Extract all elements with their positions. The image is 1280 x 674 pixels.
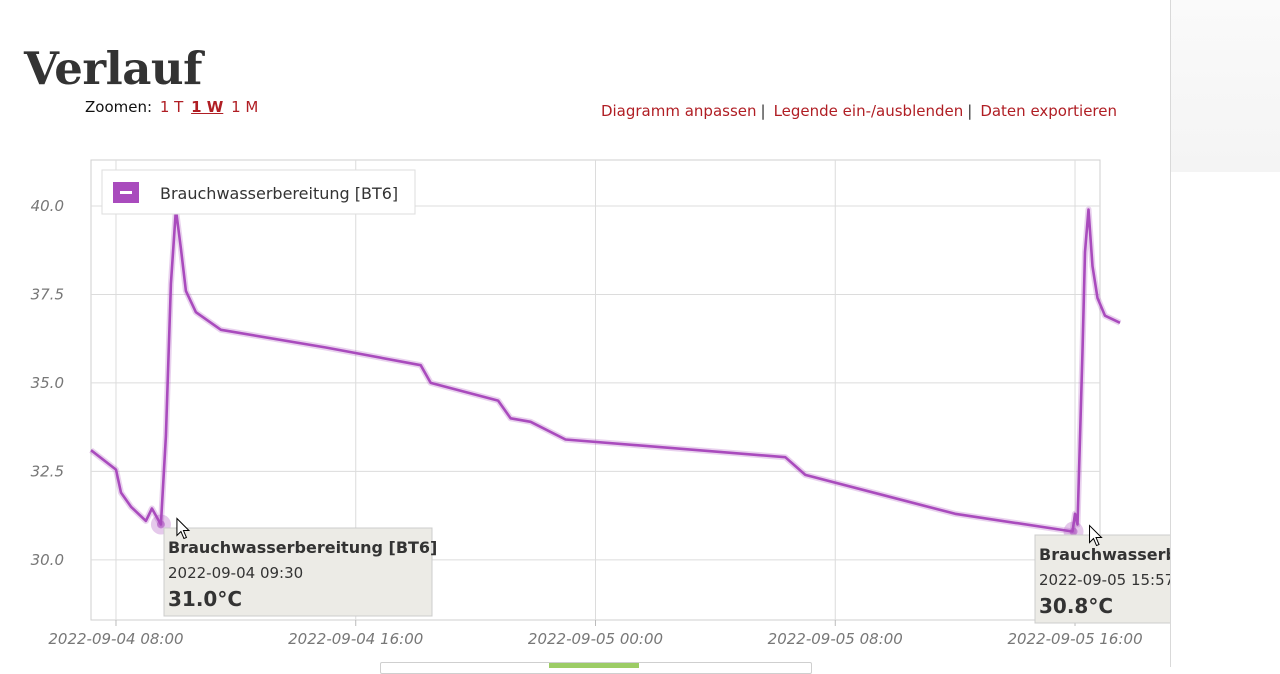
x-tick-label: 2022-09-05 16:00 <box>1007 630 1142 648</box>
page-title: Verlauf <box>24 42 202 96</box>
hover-marker <box>1069 527 1078 536</box>
tooltip-value: 30.8°C <box>1039 594 1113 618</box>
mouse-cursor-icon <box>1089 524 1103 547</box>
zoom-label: Zoomen: <box>85 98 153 116</box>
y-tick-label: 32.5 <box>31 462 64 480</box>
x-tick-label: 2022-09-05 00:00 <box>528 630 663 648</box>
legend-box <box>101 169 416 215</box>
legend-series-label: Brauchwasserbereitung [BT6] <box>160 184 398 203</box>
adjust-chart-link[interactable]: Diagramm anpassen <box>600 102 757 120</box>
tooltip-series-name: Brauchwasserbereitung [BT6] <box>168 538 437 557</box>
data-tooltip: Brauchwasserbereitung [BT6] 2022-09-04 09… <box>163 527 437 617</box>
separator: | <box>967 102 973 120</box>
x-tick-label: 2022-09-05 08:00 <box>768 630 903 648</box>
tooltip-value: 31.0°C <box>168 587 242 611</box>
mouse-cursor-icon <box>176 517 191 540</box>
y-tick-label: 30.0 <box>31 551 64 569</box>
tooltip-time: 2022-09-05 15:57 <box>1039 571 1174 589</box>
legend-minus-icon <box>120 191 132 194</box>
y-tick-label: 35.0 <box>31 374 64 392</box>
chart-actions: Diagramm anpassen | Legende ein-/ausblende… <box>597 98 1117 124</box>
toggle-legend-link[interactable]: Legende ein-/ausblenden <box>773 102 964 120</box>
chart-legend: Brauchwasserbereitung [BT6] <box>101 169 416 215</box>
export-data-link[interactable]: Daten exportieren <box>980 102 1117 120</box>
separator: | <box>760 102 766 120</box>
tooltip-box <box>163 527 433 617</box>
tooltip-time: 2022-09-04 09:30 <box>168 564 303 582</box>
range-navigator-handle[interactable] <box>549 663 639 668</box>
range-navigator[interactable] <box>380 662 812 674</box>
right-panel <box>1170 0 1280 667</box>
x-tick-label: 2022-09-04 16:00 <box>288 630 423 648</box>
y-tick-label: 37.5 <box>31 285 64 303</box>
zoom-bar: Zoomen: 1 T 1 W 1 M <box>85 98 258 116</box>
zoom-option-1-week[interactable]: 1 W <box>191 98 224 116</box>
zoom-option-1-month[interactable]: 1 M <box>231 98 259 116</box>
zoom-option-1-day[interactable]: 1 T <box>159 98 184 116</box>
right-panel-header <box>1171 0 1280 172</box>
series-line <box>90 208 1121 533</box>
x-tick-label: 2022-09-04 08:00 <box>48 630 183 648</box>
y-tick-label: 40.0 <box>31 197 64 215</box>
hover-marker <box>156 520 165 529</box>
